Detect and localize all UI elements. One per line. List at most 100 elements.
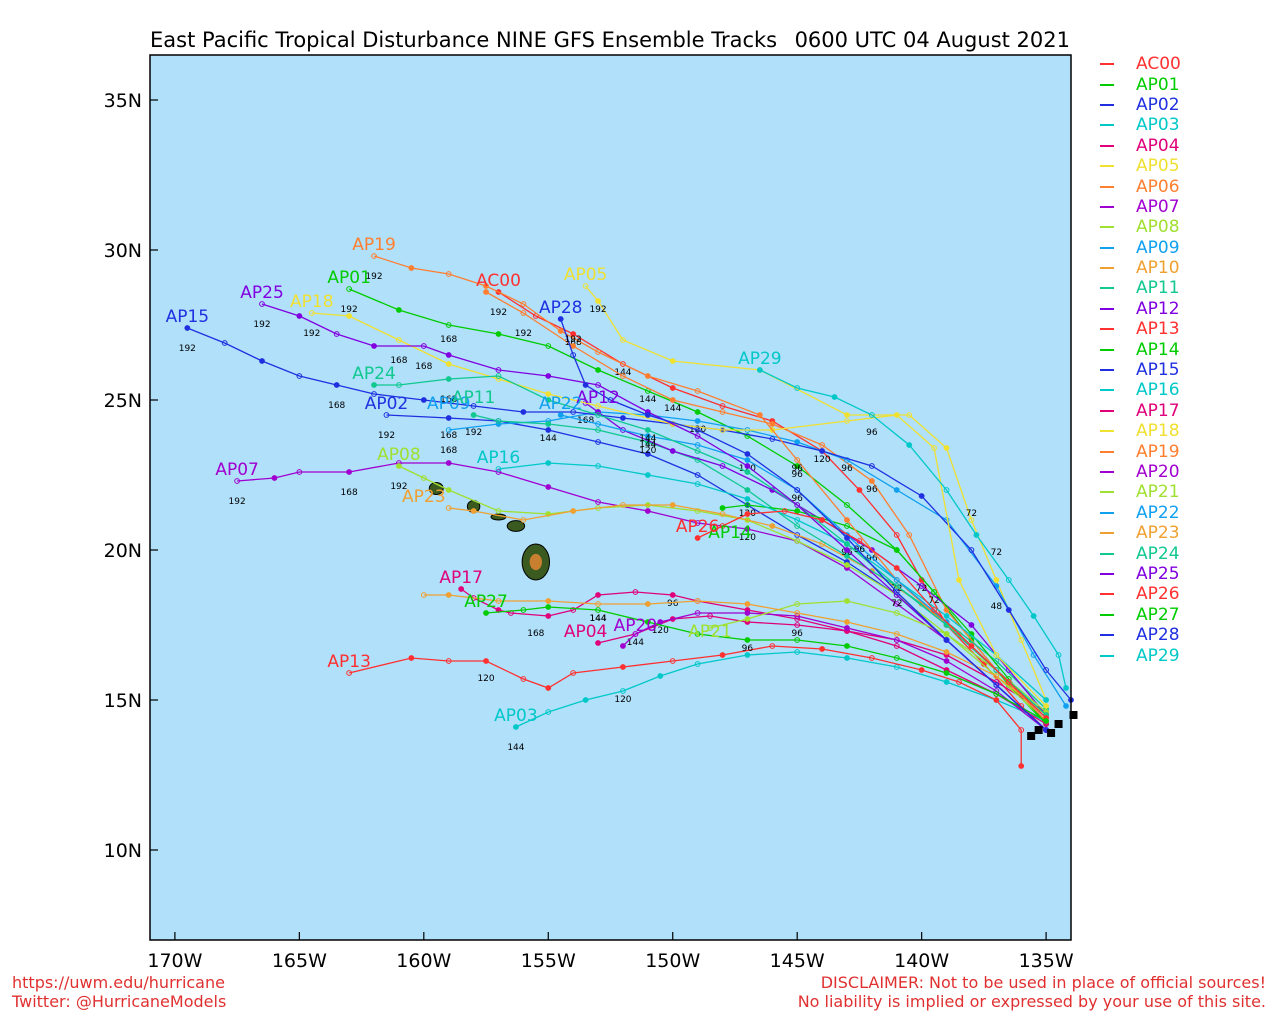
track-point bbox=[632, 631, 639, 637]
legend-swatch bbox=[1100, 83, 1114, 86]
track-point bbox=[582, 697, 589, 703]
legend-label: AP23 bbox=[1136, 523, 1180, 544]
track-point bbox=[819, 448, 825, 454]
track-point bbox=[371, 253, 377, 259]
track-point bbox=[819, 517, 825, 523]
track-point bbox=[868, 655, 875, 661]
legend-item-ap07: AP07 bbox=[1100, 197, 1181, 217]
forecast-hour-label: 168 bbox=[440, 446, 457, 456]
track-point bbox=[931, 445, 937, 451]
track-line bbox=[374, 375, 1047, 716]
legend-item-ap24: AP24 bbox=[1100, 543, 1181, 564]
legend-label: AP10 bbox=[1136, 258, 1180, 279]
initial-position-marker bbox=[1047, 729, 1056, 737]
legend-label: AP03 bbox=[1136, 115, 1180, 136]
track-point bbox=[868, 412, 875, 418]
track-point bbox=[1063, 685, 1069, 691]
track-point bbox=[644, 427, 651, 433]
track-point bbox=[445, 322, 452, 328]
track-point bbox=[906, 442, 913, 448]
track-name-ap04: AP04 bbox=[564, 622, 608, 642]
footer-url[interactable]: https://uwm.edu/hurricane bbox=[12, 973, 225, 992]
legend-item-ap08: AP08 bbox=[1100, 217, 1181, 237]
legend-item-ap19: AP19 bbox=[1100, 441, 1181, 462]
legend-label: AP24 bbox=[1136, 543, 1180, 564]
track-point bbox=[483, 658, 489, 664]
forecast-hour-label: 192 bbox=[179, 344, 196, 354]
track-point bbox=[520, 676, 527, 682]
track-point bbox=[893, 601, 900, 607]
initial-position-marker bbox=[1027, 732, 1036, 740]
legend-swatch bbox=[1100, 471, 1114, 473]
track-point bbox=[744, 463, 751, 469]
track-name-ap25: AP25 bbox=[240, 283, 284, 303]
track-name-ap07: AP07 bbox=[215, 460, 259, 480]
track-point bbox=[669, 502, 676, 508]
track-point bbox=[1018, 727, 1025, 733]
forecast-hour-label: 192 bbox=[378, 431, 395, 441]
legend-label: AP12 bbox=[1136, 298, 1180, 319]
track-point bbox=[844, 553, 850, 559]
track-point bbox=[918, 667, 925, 673]
track-point bbox=[943, 613, 950, 619]
forecast-hour-label: 168 bbox=[440, 431, 457, 441]
track-point bbox=[993, 691, 1000, 697]
track-point bbox=[844, 625, 850, 631]
track-point bbox=[545, 709, 552, 715]
track-line bbox=[423, 594, 1047, 716]
track-point bbox=[545, 598, 552, 604]
track-name-ap05: AP05 bbox=[564, 265, 608, 285]
track-point bbox=[844, 655, 850, 661]
forecast-hour-label: 168 bbox=[440, 335, 457, 345]
track-point bbox=[744, 502, 751, 508]
track-line bbox=[622, 612, 1047, 731]
axis-ticks: 170W 165W 160W 155W 150W 145W 140W 135W 35N 30N 25… bbox=[104, 90, 1074, 972]
track-point bbox=[184, 325, 191, 331]
track-point bbox=[595, 421, 601, 427]
initial-position-marker bbox=[1069, 711, 1078, 719]
legend-label: AP25 bbox=[1136, 563, 1180, 584]
track-point bbox=[595, 640, 601, 646]
legend-swatch bbox=[1100, 63, 1114, 66]
track-point bbox=[906, 532, 913, 538]
forecast-hour-label: 96 bbox=[866, 428, 878, 438]
footer-disclaimer: DISCLAIMER: Not to be used in place of o… bbox=[798, 973, 1266, 1011]
forecast-hour-label: 168 bbox=[415, 362, 432, 372]
hawaii-islands bbox=[428, 482, 551, 581]
track-name-ap01: AP01 bbox=[327, 268, 371, 288]
legend-label: AP28 bbox=[1136, 625, 1180, 646]
track-point bbox=[694, 535, 701, 541]
track-point bbox=[620, 337, 626, 343]
track-point bbox=[620, 643, 626, 649]
x-tick-label: 165W bbox=[272, 950, 327, 972]
forecast-hour-label: 96 bbox=[841, 548, 853, 558]
forecast-hour-label: 120 bbox=[739, 464, 756, 474]
legend-swatch bbox=[1100, 246, 1114, 249]
track-point bbox=[570, 607, 577, 613]
track-point bbox=[794, 463, 801, 469]
track-name-ap27: AP27 bbox=[464, 592, 508, 612]
legend-label: AP02 bbox=[1136, 94, 1180, 115]
track-point bbox=[595, 592, 601, 598]
track-point bbox=[333, 382, 340, 388]
track-point bbox=[570, 670, 577, 676]
forecast-hour-label: 192 bbox=[589, 305, 606, 315]
track-point bbox=[769, 436, 776, 442]
forecast-hour-label: 144 bbox=[614, 368, 631, 378]
track-point bbox=[694, 520, 701, 526]
legend-label: AP18 bbox=[1136, 421, 1180, 442]
track-point bbox=[396, 307, 402, 313]
track-point bbox=[844, 502, 850, 508]
track-point bbox=[719, 463, 726, 469]
track-point bbox=[844, 535, 850, 541]
track-point bbox=[545, 685, 552, 691]
track-point bbox=[844, 598, 850, 604]
track-point bbox=[445, 505, 452, 511]
track-point bbox=[719, 409, 726, 415]
track-point bbox=[744, 487, 751, 493]
legend-swatch bbox=[1100, 409, 1114, 412]
legend-label: AP20 bbox=[1136, 462, 1180, 482]
track-point bbox=[794, 523, 801, 529]
track-point bbox=[694, 508, 701, 514]
track-point bbox=[694, 598, 701, 604]
